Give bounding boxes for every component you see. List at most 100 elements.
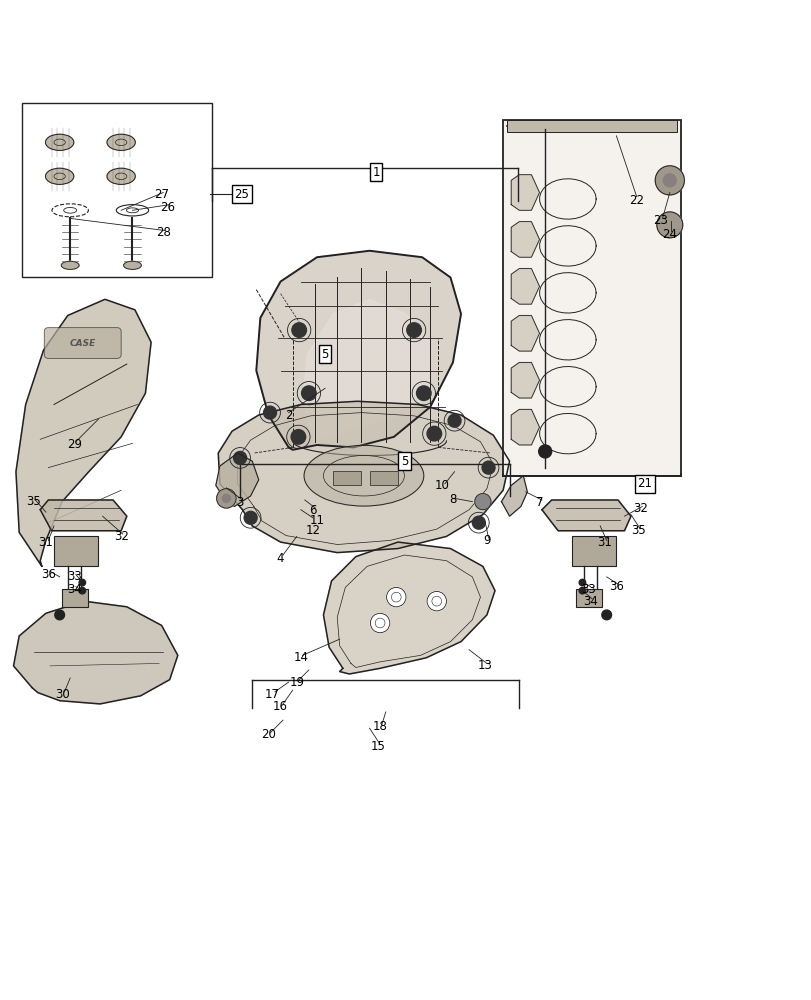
Polygon shape xyxy=(218,401,509,553)
Circle shape xyxy=(290,430,305,444)
Circle shape xyxy=(79,579,85,586)
Circle shape xyxy=(578,587,585,594)
Circle shape xyxy=(538,445,551,458)
Bar xyxy=(575,589,601,607)
Text: 10: 10 xyxy=(435,479,449,492)
Polygon shape xyxy=(14,601,178,704)
Text: 28: 28 xyxy=(156,226,170,239)
Circle shape xyxy=(472,516,485,529)
Circle shape xyxy=(386,587,406,607)
Polygon shape xyxy=(501,476,526,516)
Bar xyxy=(369,471,397,485)
Text: 14: 14 xyxy=(293,651,308,664)
Ellipse shape xyxy=(52,204,88,217)
Circle shape xyxy=(406,323,421,337)
Polygon shape xyxy=(511,222,539,257)
Text: 8: 8 xyxy=(448,493,456,506)
Polygon shape xyxy=(323,542,495,674)
Bar xyxy=(503,120,680,476)
Text: 7: 7 xyxy=(535,496,543,509)
Bar xyxy=(54,536,98,566)
Text: 33: 33 xyxy=(580,583,594,596)
Text: 11: 11 xyxy=(309,514,324,527)
Polygon shape xyxy=(302,299,430,440)
Bar xyxy=(507,120,676,132)
Polygon shape xyxy=(216,453,259,506)
Circle shape xyxy=(244,511,257,524)
Text: 3: 3 xyxy=(236,496,243,509)
Bar xyxy=(22,103,212,277)
Ellipse shape xyxy=(303,445,423,506)
Text: 4: 4 xyxy=(277,552,284,565)
Text: 32: 32 xyxy=(633,502,647,515)
Text: 36: 36 xyxy=(41,568,56,581)
Text: 35: 35 xyxy=(26,495,41,508)
Ellipse shape xyxy=(45,168,74,184)
Text: 23: 23 xyxy=(653,214,667,227)
Text: 16: 16 xyxy=(272,700,288,713)
Text: 1: 1 xyxy=(372,166,380,179)
Circle shape xyxy=(79,587,85,594)
Circle shape xyxy=(448,414,461,427)
Circle shape xyxy=(578,579,585,586)
Text: 2: 2 xyxy=(285,409,292,422)
Text: 26: 26 xyxy=(160,201,174,214)
Text: 9: 9 xyxy=(483,534,490,547)
Bar xyxy=(333,471,361,485)
Text: 35: 35 xyxy=(630,524,645,537)
Text: 31: 31 xyxy=(38,536,54,549)
Text: 15: 15 xyxy=(370,740,384,753)
Text: 5: 5 xyxy=(400,455,408,468)
Polygon shape xyxy=(541,500,630,531)
Text: 34: 34 xyxy=(67,583,82,596)
Text: 32: 32 xyxy=(114,530,128,543)
Text: 12: 12 xyxy=(305,524,320,537)
Text: 17: 17 xyxy=(264,688,280,701)
Text: 36: 36 xyxy=(608,580,623,593)
FancyBboxPatch shape xyxy=(45,328,121,358)
Circle shape xyxy=(656,212,682,238)
Text: 30: 30 xyxy=(54,688,70,701)
Ellipse shape xyxy=(123,261,141,269)
Ellipse shape xyxy=(45,134,74,150)
Polygon shape xyxy=(256,251,461,450)
Ellipse shape xyxy=(107,134,135,150)
Circle shape xyxy=(234,451,247,464)
Text: CASE: CASE xyxy=(69,339,96,348)
Text: 24: 24 xyxy=(662,228,676,241)
Ellipse shape xyxy=(116,205,148,216)
Circle shape xyxy=(601,610,611,620)
Circle shape xyxy=(222,494,230,502)
Circle shape xyxy=(291,323,306,337)
Text: 29: 29 xyxy=(67,438,82,451)
Circle shape xyxy=(217,489,236,508)
Circle shape xyxy=(427,591,446,611)
Text: 20: 20 xyxy=(260,728,276,741)
Ellipse shape xyxy=(107,168,135,184)
Text: 6: 6 xyxy=(309,504,316,517)
Polygon shape xyxy=(16,299,151,566)
Circle shape xyxy=(301,386,315,400)
Circle shape xyxy=(427,426,441,441)
Circle shape xyxy=(663,174,676,187)
Text: 22: 22 xyxy=(629,194,643,207)
Text: 5: 5 xyxy=(321,348,328,361)
Circle shape xyxy=(474,494,491,510)
Text: 31: 31 xyxy=(596,536,611,549)
Polygon shape xyxy=(511,362,539,398)
Circle shape xyxy=(264,406,277,419)
Polygon shape xyxy=(511,175,539,210)
Text: 21: 21 xyxy=(637,477,651,490)
Polygon shape xyxy=(511,315,539,351)
Polygon shape xyxy=(511,269,539,304)
Text: 33: 33 xyxy=(67,570,81,583)
Ellipse shape xyxy=(61,261,79,269)
Text: 27: 27 xyxy=(154,188,169,201)
Circle shape xyxy=(482,461,495,474)
Text: 19: 19 xyxy=(289,676,304,689)
Text: 18: 18 xyxy=(372,720,387,733)
Text: 25: 25 xyxy=(234,188,249,201)
Circle shape xyxy=(54,610,64,620)
Text: 34: 34 xyxy=(582,595,597,608)
Text: 13: 13 xyxy=(478,659,492,672)
